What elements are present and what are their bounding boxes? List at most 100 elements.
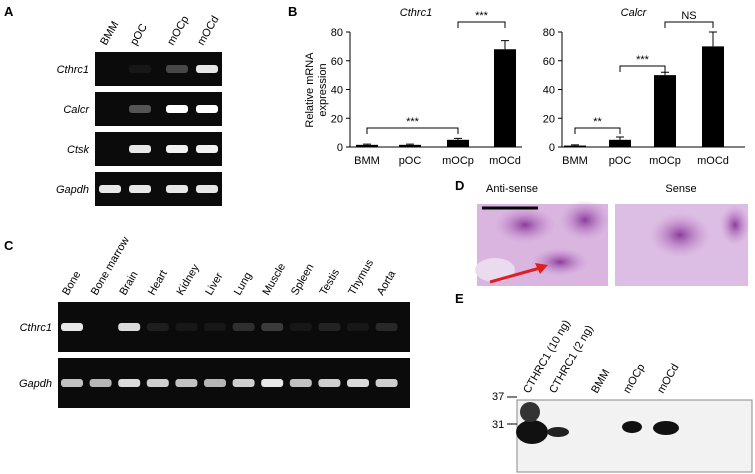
- error-bar: [454, 137, 462, 140]
- gel-band: [261, 323, 284, 331]
- y-tick-label: 20: [543, 113, 555, 125]
- gel-band: [166, 185, 188, 193]
- gel-band: [204, 379, 226, 387]
- gel-row-label: Gapdh: [56, 184, 89, 196]
- bar: [356, 144, 378, 147]
- arrowhead: [535, 263, 548, 274]
- error-bar: [661, 71, 669, 76]
- bar: [702, 46, 724, 147]
- significance-label: **: [593, 116, 602, 128]
- stain: [720, 205, 750, 245]
- gel-row-label: Gapdh: [19, 378, 52, 390]
- y-tick-label: 40: [543, 85, 555, 97]
- gel-band: [166, 105, 188, 113]
- significance-bracket: [457, 21, 506, 28]
- stain: [495, 207, 555, 243]
- y-tick-label: 0: [549, 142, 555, 154]
- x-tick-label: pOC: [609, 155, 632, 167]
- y-tick-label: 20: [331, 113, 343, 125]
- gel-row-label: Ctsk: [67, 144, 90, 156]
- error-bar: [501, 40, 509, 50]
- y-tick-label: 60: [331, 56, 343, 68]
- gel-band: [129, 185, 151, 193]
- y-axis-label: Relative mRNA: [304, 52, 316, 128]
- gel-band: [347, 379, 369, 387]
- gel-band: [175, 379, 198, 387]
- stain: [475, 258, 515, 282]
- gel-band: [89, 379, 112, 387]
- gel-band: [318, 323, 341, 331]
- gel-band: [347, 323, 369, 331]
- gel-band: [289, 379, 312, 387]
- gel-row-label: Cthrc1: [57, 64, 89, 76]
- y-tick-label: 60: [543, 56, 555, 68]
- gel-band: [196, 145, 218, 153]
- chart-title: Calcr: [621, 7, 648, 19]
- x-tick-label: mOCp: [649, 155, 681, 167]
- stain: [560, 200, 610, 240]
- panel-label: D: [455, 178, 464, 193]
- x-tick-label: BMM: [354, 155, 380, 167]
- stain: [650, 213, 710, 257]
- panel-label: A: [4, 4, 14, 19]
- gel-band: [196, 185, 218, 193]
- x-tick-label: mOCd: [489, 155, 521, 167]
- x-tick-label: mOCp: [442, 155, 474, 167]
- blot-band: [653, 421, 679, 435]
- western-blot: [516, 399, 753, 473]
- gel-band: [99, 185, 121, 193]
- significance-bracket: [366, 127, 459, 134]
- bar: [654, 75, 676, 147]
- gel-band: [375, 323, 398, 331]
- gel-image: [58, 302, 410, 352]
- significance-bracket: [619, 65, 666, 72]
- x-tick-label: mOCd: [697, 155, 729, 167]
- panel-label: E: [455, 291, 464, 306]
- gel-band: [118, 379, 141, 387]
- y-tick-label: 0: [337, 142, 343, 154]
- bar: [447, 139, 469, 147]
- y-tick-label: 80: [331, 27, 343, 39]
- error-bar: [709, 31, 717, 47]
- gel-band: [166, 65, 188, 73]
- gel-band: [129, 65, 151, 73]
- x-tick-label: pOC: [399, 155, 422, 167]
- error-bar: [571, 144, 579, 146]
- marker-label: 37: [492, 391, 504, 403]
- gel-band: [196, 65, 218, 73]
- blot-band: [516, 420, 548, 444]
- error-bar: [406, 143, 414, 145]
- gel-band: [204, 323, 226, 331]
- x-tick-label: BMM: [562, 155, 588, 167]
- significance-bracket: [664, 21, 714, 28]
- panel-label: B: [288, 4, 297, 19]
- gel-band: [166, 145, 188, 153]
- gel-band: [261, 379, 284, 387]
- gel-band: [375, 379, 398, 387]
- gel-band: [129, 105, 151, 113]
- significance-label: ***: [475, 10, 489, 22]
- gel-band: [289, 323, 312, 331]
- image-title: Sense: [665, 183, 696, 195]
- chart-title: Cthrc1: [400, 7, 432, 19]
- significance-bracket: [574, 127, 621, 134]
- gel-band: [146, 379, 169, 387]
- bar: [564, 145, 586, 147]
- y-tick-label: 40: [331, 85, 343, 97]
- panel-label: C: [4, 238, 14, 253]
- gel-band: [146, 323, 169, 331]
- significance-label: NS: [681, 10, 696, 22]
- error-bar: [363, 143, 371, 145]
- bar: [399, 144, 421, 147]
- error-bar: [616, 136, 624, 140]
- gel-row-label: Calcr: [63, 104, 90, 116]
- bar: [609, 139, 631, 147]
- marker-label: 31: [492, 419, 504, 431]
- gel-band: [175, 323, 198, 331]
- significance-label: ***: [406, 116, 420, 128]
- bar: [494, 49, 516, 147]
- stain: [532, 248, 588, 276]
- blot-band: [622, 421, 642, 433]
- gel-band: [118, 323, 141, 331]
